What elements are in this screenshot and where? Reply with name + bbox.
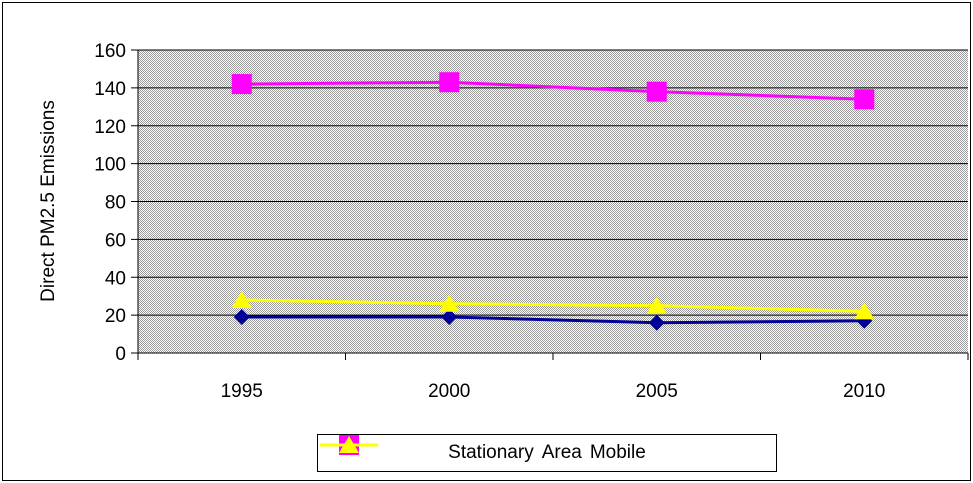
data-point-area	[646, 81, 667, 102]
y-tick-label: 20	[105, 306, 126, 327]
series-line-area	[241, 80, 865, 101]
legend-item-stationary: Stationary	[320, 437, 534, 464]
data-point-stationary	[441, 309, 458, 326]
y-tick-label: 140	[94, 79, 126, 100]
x-tick-label: 2000	[428, 381, 470, 402]
legend-label-mobile: Mobile	[589, 442, 646, 463]
legend-swatch-mobile	[320, 436, 378, 453]
y-tick-label: 0	[115, 344, 126, 365]
y-tick-label: 120	[94, 117, 126, 138]
legend-label-area: Area	[541, 442, 582, 463]
legend-swatch-marker	[339, 436, 359, 453]
data-point-stationary	[233, 309, 250, 326]
data-point-mobile	[646, 296, 667, 314]
data-point-area	[231, 74, 252, 95]
y-tick-label: 40	[105, 268, 126, 289]
y-axis-title: Direct PM2.5 Emissions	[38, 100, 59, 302]
legend-item-mobile: Mobile	[320, 436, 646, 464]
x-tick-label: 2005	[636, 381, 678, 402]
data-point-stationary	[648, 314, 665, 331]
series-area	[231, 72, 875, 110]
data-point-mobile	[231, 290, 252, 308]
data-point-mobile	[854, 302, 875, 320]
y-tick-label: 60	[105, 230, 126, 251]
data-point-area	[854, 89, 875, 110]
series-mobile	[231, 290, 875, 320]
data-point-mobile	[439, 294, 460, 312]
legend: Stationary Area Mobile	[317, 434, 777, 472]
y-tick-label: 160	[94, 41, 126, 62]
series-line-mobile	[241, 298, 865, 313]
y-tick-label: 100	[94, 155, 126, 176]
x-tick-label: 2010	[843, 381, 885, 402]
data-point-area	[439, 72, 460, 93]
legend-label-stationary: Stationary	[448, 442, 534, 463]
series-line-stationary	[241, 315, 865, 325]
x-tick-label: 1995	[221, 381, 263, 402]
y-tick-label: 80	[105, 193, 126, 214]
legend-item-area: Area	[320, 435, 582, 464]
